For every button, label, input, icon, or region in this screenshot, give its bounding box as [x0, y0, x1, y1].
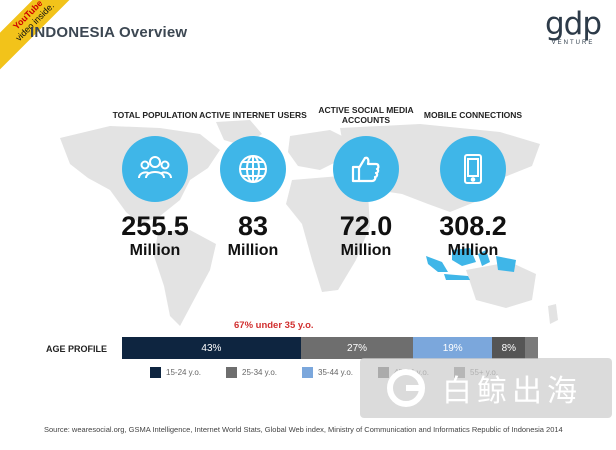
page-title: INDONESIA Overview [30, 24, 188, 41]
source-note: Source: wearesocial.org, GSMA Intelligen… [44, 425, 563, 434]
stat-internet-users: ACTIVE INTERNET USERS 83 Million [193, 102, 313, 261]
stat-total-population: TOTAL POPULATION 255.5 Million [95, 102, 215, 261]
legend-swatch [302, 367, 313, 378]
stat-label: MOBILE CONNECTIONS [423, 110, 523, 120]
age-segment [525, 337, 538, 359]
age-profile-label: AGE PROFILE [46, 344, 108, 354]
watermark: 白鲸出海 [360, 358, 612, 418]
age-segment: 43% [122, 337, 301, 359]
south-america-shape [154, 230, 216, 326]
stat-value: 83 [237, 211, 269, 241]
age-segment: 19% [413, 337, 493, 359]
legend-item: 35-44 y.o. [302, 367, 378, 378]
thumbs-up-icon [333, 136, 399, 202]
age-segment: 27% [300, 337, 414, 359]
logo-mark: gdp [544, 6, 602, 42]
legend-item: 15-24 y.o. [150, 367, 226, 378]
stat-mobile-connections: MOBILE CONNECTIONS 308.2 Million [413, 102, 533, 261]
mobile-phone-icon [440, 136, 506, 202]
stat-value: 308.2 [439, 211, 507, 241]
legend-item: 25-34 y.o. [226, 367, 302, 378]
stat-label: ACTIVE INTERNET USERS [199, 110, 307, 120]
stat-value: 255.5 [121, 211, 189, 241]
people-icon [122, 136, 188, 202]
legend-swatch [150, 367, 161, 378]
legend-label: 25-34 y.o. [242, 368, 277, 377]
indonesia-highlight [426, 248, 516, 280]
stat-label: ACTIVE SOCIAL MEDIA ACCOUNTS [318, 105, 414, 125]
age-profile-bar: 43% 27% 19% 8% [122, 337, 538, 359]
stat-unit: Million [340, 242, 392, 259]
logo-sub: VENTURE [551, 40, 595, 46]
age-segment: 8% [492, 337, 526, 359]
globe-icon [220, 136, 286, 202]
legend-swatch [226, 367, 237, 378]
watermark-text: 白鲸出海 [442, 374, 582, 409]
stat-unit: Million [129, 242, 181, 259]
new-zealand-shape [548, 304, 558, 324]
age-profile-note: 67% under 35 y.o. [234, 320, 314, 331]
stat-label: TOTAL POPULATION [112, 110, 198, 120]
stat-unit: Million [447, 242, 499, 259]
legend-label: 15-24 y.o. [166, 368, 201, 377]
watermark-logo-icon [387, 369, 425, 407]
stat-value: 72.0 [339, 211, 393, 241]
stat-unit: Million [227, 242, 279, 259]
gdp-venture-logo: gdp VENTURE [542, 8, 604, 46]
africa-shape [286, 176, 370, 292]
stat-social-media: ACTIVE SOCIAL MEDIA ACCOUNTS 72.0 Millio… [306, 102, 426, 261]
legend-label: 35-44 y.o. [318, 368, 353, 377]
australia-shape [466, 262, 536, 308]
